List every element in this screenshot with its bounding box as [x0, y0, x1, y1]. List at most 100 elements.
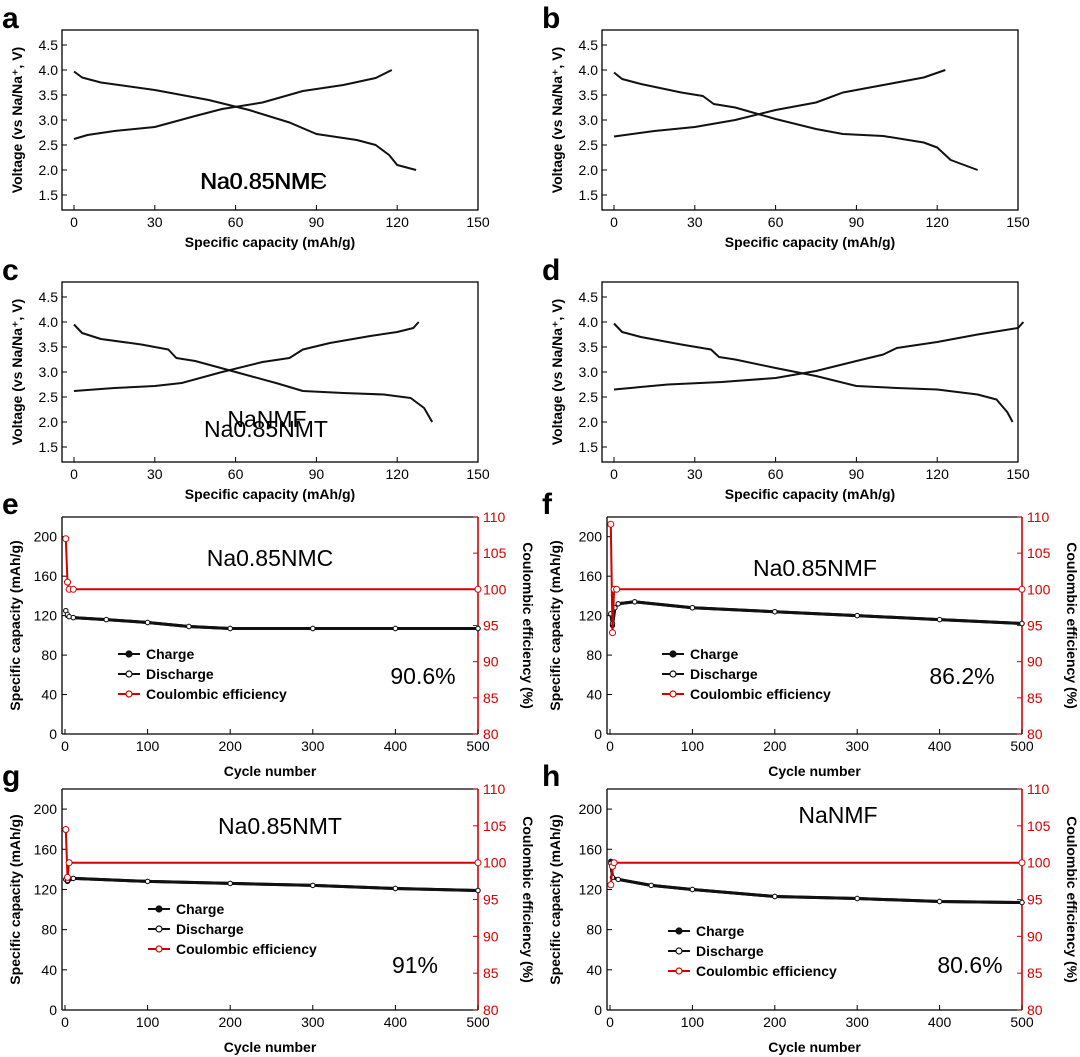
- series-line-charge: [613, 321, 1025, 391]
- panel-letter-c: c: [2, 254, 19, 287]
- y-left-tick-label: 160: [579, 841, 603, 857]
- series-line-discharge: [613, 71, 978, 171]
- panel-letter-a: a: [2, 2, 19, 35]
- y-right-axis-title: Coulombic efficiency (%): [1064, 542, 1080, 708]
- legend-label-ce: Coulombic efficiency: [146, 686, 287, 702]
- y-tick-label: 2.5: [579, 389, 599, 405]
- data-point-coulombic-efficiency: [64, 578, 71, 586]
- y-left-tick-label: 40: [41, 962, 57, 978]
- x-tick-label: 150: [1006, 466, 1030, 482]
- x-tick-label: 400: [928, 738, 952, 754]
- data-point-discharge: [615, 876, 621, 883]
- sample-label: NaNMF: [798, 802, 877, 828]
- y-tick-label: 4.0: [579, 314, 599, 330]
- y-right-tick-label: 85: [483, 965, 499, 981]
- y-tick-label: 4.5: [39, 289, 59, 305]
- y-tick-label: 1.5: [39, 439, 59, 455]
- y-tick-label: 3.0: [39, 112, 59, 128]
- y-axis-title: Voltage (vs Na/Na⁺, V): [9, 47, 25, 193]
- y-left-tick-label: 0: [594, 726, 602, 742]
- data-point-coulombic-efficiency: [64, 873, 71, 881]
- x-tick-label: 120: [386, 214, 410, 230]
- x-tick-label: 30: [147, 214, 163, 230]
- y-right-tick-label: 100: [1027, 855, 1051, 871]
- y-tick-label: 2.5: [579, 137, 599, 153]
- x-tick-label: 100: [681, 738, 705, 754]
- y-left-axis-title: Specific capacity (mAh/g): [7, 814, 23, 984]
- y-left-tick-label: 0: [49, 1002, 57, 1018]
- panel-letter-e: e: [2, 488, 19, 521]
- panel-letter-b: b: [542, 2, 560, 35]
- legend-marker-charge: [155, 905, 163, 913]
- y-right-tick-label: 105: [483, 545, 507, 561]
- panel-letter-h: h: [542, 760, 560, 793]
- series-line-charge: [613, 69, 946, 138]
- y-right-tick-label: 80: [1027, 726, 1043, 742]
- y-tick-label: 2.0: [39, 414, 59, 430]
- data-point-discharge: [936, 898, 943, 905]
- series-line-discharge: [73, 323, 434, 423]
- y-right-tick-label: 100: [483, 581, 507, 597]
- panel-b: 0 30 60 90 120 150 1.5 2.0 2.5 3.0 3.5 4.0 4.5 Specif…: [200, 37, 1030, 250]
- data-point-discharge: [615, 601, 621, 607]
- panel-letter-f: f: [542, 488, 553, 521]
- data-point-discharge: [632, 599, 638, 605]
- x-axis-title: Specific capacity (mAh/g): [185, 234, 355, 250]
- y-tick-label: 3.0: [579, 112, 599, 128]
- panel-d: 0 30 60 90 120 150 1.5 2.0 2.5 3.0 3.5 4.0 4.5 Specif…: [227, 289, 1030, 502]
- x-axis-title: Specific capacity (mAh/g): [185, 486, 355, 502]
- data-point-discharge: [854, 895, 860, 902]
- legend-label-ce: Coulombic efficiency: [176, 941, 317, 957]
- x-tick-label: 30: [147, 466, 163, 482]
- y-left-tick-label: 200: [579, 529, 603, 545]
- y-tick-label: 3.5: [579, 339, 599, 355]
- sample-label: Na0.85NMF: [753, 555, 877, 581]
- x-tick-label: 100: [136, 738, 160, 754]
- y-right-tick-label: 90: [483, 928, 499, 944]
- data-point-discharge: [310, 625, 316, 632]
- data-point-discharge: [854, 612, 860, 619]
- legend-marker-discharge: [675, 947, 683, 955]
- y-right-tick-label: 95: [1027, 892, 1043, 908]
- data-point-coulombic-efficiency: [1018, 859, 1026, 867]
- legend-label-discharge: Discharge: [176, 921, 244, 937]
- x-tick-label: 120: [926, 214, 950, 230]
- legend-label-charge: Charge: [690, 646, 738, 662]
- legend-label-discharge: Discharge: [696, 943, 764, 959]
- x-tick-label: 120: [926, 466, 950, 482]
- y-right-tick-label: 95: [1027, 618, 1043, 634]
- y-axis-title: Voltage (vs Na/Na⁺, V): [549, 47, 565, 193]
- data-point-discharge: [475, 887, 481, 894]
- y-right-tick-label: 90: [483, 654, 499, 670]
- y-tick-label: 1.5: [579, 439, 599, 455]
- x-tick-label: 300: [301, 738, 325, 754]
- legend-label-charge: Charge: [146, 646, 194, 662]
- sample-label: Na0.85NMC: [207, 545, 334, 571]
- x-tick-label: 300: [301, 1014, 325, 1030]
- y-right-tick-label: 90: [1027, 928, 1043, 944]
- data-point-discharge: [186, 623, 192, 630]
- y-right-tick-label: 110: [483, 781, 506, 797]
- x-axis-title: Cycle number: [768, 763, 861, 779]
- panel-c: 0 30 60 90 120 150 1.5 2.0 2.5 3.0 3.5 4.0 4.5 Specif…: [9, 289, 490, 502]
- panel-f: 0 100 200 300 400 500 0 40 80 120 160 200 80 85 90 95 10…: [547, 509, 1080, 779]
- y-right-tick-label: 85: [1027, 690, 1043, 706]
- series-line-discharge: [65, 876, 479, 892]
- data-point-discharge: [392, 885, 399, 892]
- x-tick-label: 500: [1010, 738, 1034, 754]
- legend-marker-charge: [675, 927, 683, 935]
- y-axis-title: Voltage (vs Na/Na⁺, V): [549, 299, 565, 445]
- retention-label: 90.6%: [390, 663, 455, 689]
- legend-marker-discharge: [125, 670, 133, 678]
- legend-marker-discharge: [669, 670, 677, 678]
- x-tick-label: 400: [928, 1014, 952, 1030]
- y-left-tick-label: 40: [586, 962, 602, 978]
- x-tick-label: 120: [386, 466, 410, 482]
- x-tick-label: 0: [61, 1014, 69, 1030]
- y-axis-title: Voltage (vs Na/Na⁺, V): [9, 299, 25, 445]
- data-point-coulombic-efficiency: [1018, 585, 1026, 593]
- y-right-tick-label: 110: [483, 509, 506, 525]
- x-tick-label: 30: [687, 466, 703, 482]
- data-point-discharge: [1019, 620, 1025, 627]
- data-point-discharge: [70, 875, 77, 882]
